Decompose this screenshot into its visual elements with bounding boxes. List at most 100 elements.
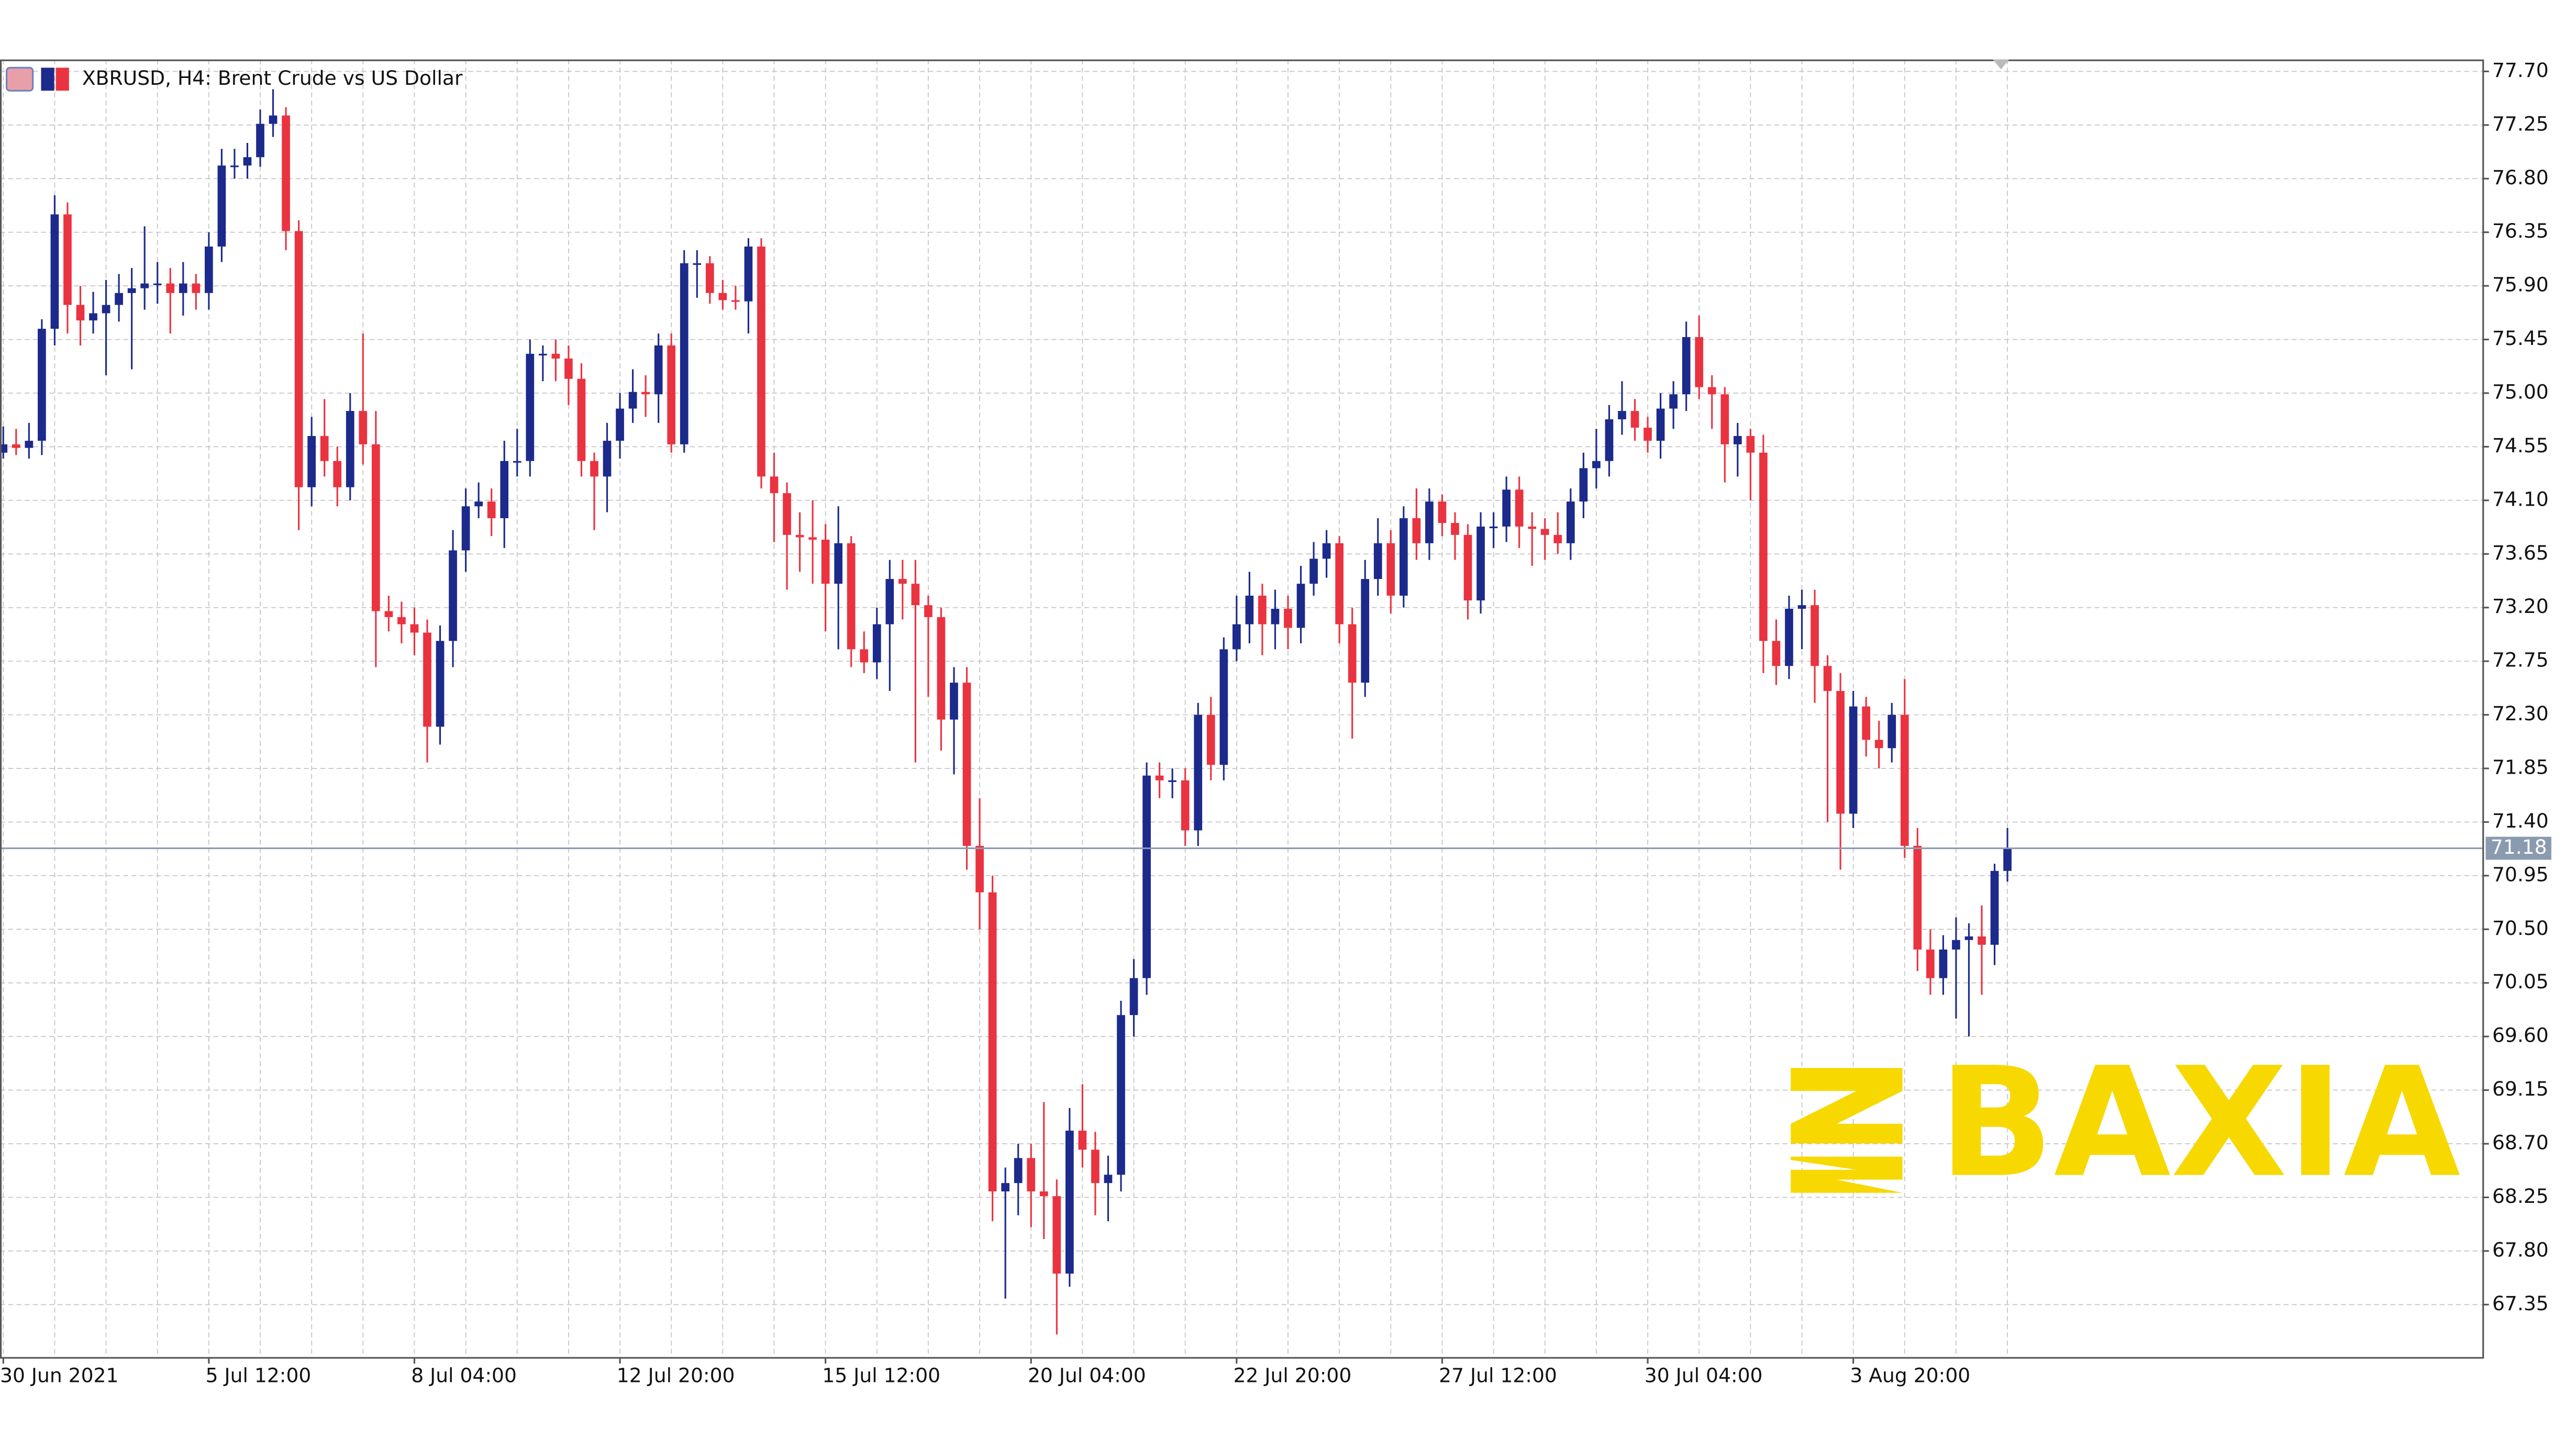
candle-body (1296, 584, 1305, 628)
candle-body (988, 892, 997, 1192)
icon (55, 68, 69, 91)
candle-body (1052, 1196, 1061, 1274)
candle-body (1361, 579, 1370, 683)
watermark: BAXIA (1791, 1035, 2461, 1211)
candle-body (127, 288, 136, 293)
candle-body (1284, 608, 1292, 628)
candle-body (1233, 624, 1241, 650)
y-tick-label: 68.25 (2492, 1185, 2549, 1208)
candle-body (744, 247, 753, 302)
candle-body (1194, 715, 1203, 831)
candle-body (628, 392, 637, 409)
y-tick-label: 69.60 (2492, 1024, 2549, 1047)
watermark-text: BAXIA (1939, 1035, 2462, 1211)
candle-body (487, 501, 496, 518)
x-tick-label: 5 Jul 12:00 (206, 1364, 312, 1387)
candle-body (860, 649, 869, 663)
candle-body (757, 247, 765, 477)
candle-body (333, 461, 342, 487)
candle-body (179, 283, 187, 293)
logo-icon (1791, 1068, 1903, 1193)
y-tick-label: 70.95 (2492, 863, 2549, 886)
x-tick-label: 30 Jun 2021 (0, 1364, 118, 1387)
candle-body (1463, 534, 1472, 601)
candle-body (474, 501, 483, 507)
candle-body (1014, 1158, 1023, 1184)
candle-body (641, 392, 650, 395)
y-tick-label: 75.00 (2492, 380, 2549, 403)
candle-body (1181, 780, 1190, 831)
candle-body (423, 632, 431, 727)
candle-body (1271, 608, 1280, 624)
candle-body (256, 124, 264, 158)
candle-body (1386, 543, 1395, 596)
candle-body (1489, 526, 1498, 529)
candle-body (320, 436, 329, 461)
candle-body (1258, 595, 1267, 624)
y-tick-label: 75.90 (2492, 273, 2549, 296)
candle-body (205, 247, 213, 293)
candle-body (1746, 436, 1755, 453)
candle-body (1425, 501, 1434, 543)
x-tick-label: 27 Jul 12:00 (1439, 1364, 1557, 1387)
candle-body (680, 263, 689, 444)
candle-body (1566, 501, 1575, 543)
candle-body (1515, 489, 1524, 527)
y-tick-label: 71.40 (2492, 809, 2549, 832)
candle-body (282, 115, 290, 231)
candle-body (718, 293, 727, 300)
candle-body (526, 353, 535, 461)
candle-body (102, 305, 110, 314)
candle-body (436, 641, 445, 727)
candle-body (1039, 1191, 1048, 1197)
candle-body (1618, 411, 1626, 420)
current-price-box (2485, 836, 2551, 860)
candle-body (937, 617, 946, 720)
candle-body (1168, 780, 1177, 782)
y-tick-label: 76.35 (2492, 219, 2549, 242)
candle-body (410, 624, 419, 633)
candle-body (1811, 605, 1819, 666)
candle-body (1065, 1130, 1074, 1274)
candle-body (1117, 1015, 1125, 1175)
candle-body (950, 683, 958, 720)
candle-body (834, 543, 843, 584)
candle-body (1874, 740, 1883, 749)
candle-body (693, 263, 702, 265)
candle-body (885, 579, 894, 624)
candle-body (1900, 715, 1909, 846)
candle-body (1078, 1130, 1087, 1150)
candle-body (1644, 427, 1652, 441)
candle-body (1309, 559, 1318, 584)
y-tick-label: 73.65 (2492, 541, 2549, 564)
candle-body (359, 411, 368, 444)
icon (5, 66, 34, 92)
candle-body (1348, 624, 1357, 683)
candle-body (1553, 534, 1562, 543)
candle-body (1759, 452, 1768, 641)
candle-body (1155, 775, 1164, 780)
candle-body (1528, 526, 1537, 529)
x-tick-label: 3 Aug 20:00 (1850, 1364, 1970, 1387)
candle-body (166, 283, 175, 293)
candle-body (1978, 936, 1986, 945)
candle-body (1952, 940, 1960, 950)
candle-body (38, 329, 46, 441)
candle-body (1772, 641, 1781, 666)
candle-body (1502, 489, 1511, 527)
x-tick-label: 8 Jul 04:00 (411, 1364, 517, 1387)
candle-body (1707, 387, 1716, 395)
candle-body (307, 436, 316, 487)
candle-body (1335, 543, 1343, 624)
candle-body (449, 550, 457, 641)
candle-body (1412, 518, 1421, 543)
candle-body (1669, 394, 1678, 409)
y-tick-label: 70.05 (2492, 970, 2549, 993)
candle-body (76, 305, 85, 321)
candle-body (1630, 411, 1639, 428)
candle-body (140, 283, 149, 288)
candle-body (1926, 949, 1935, 978)
y-tick-label: 67.35 (2492, 1292, 2549, 1315)
candle-body (1399, 518, 1408, 596)
candle-body (1836, 691, 1845, 814)
